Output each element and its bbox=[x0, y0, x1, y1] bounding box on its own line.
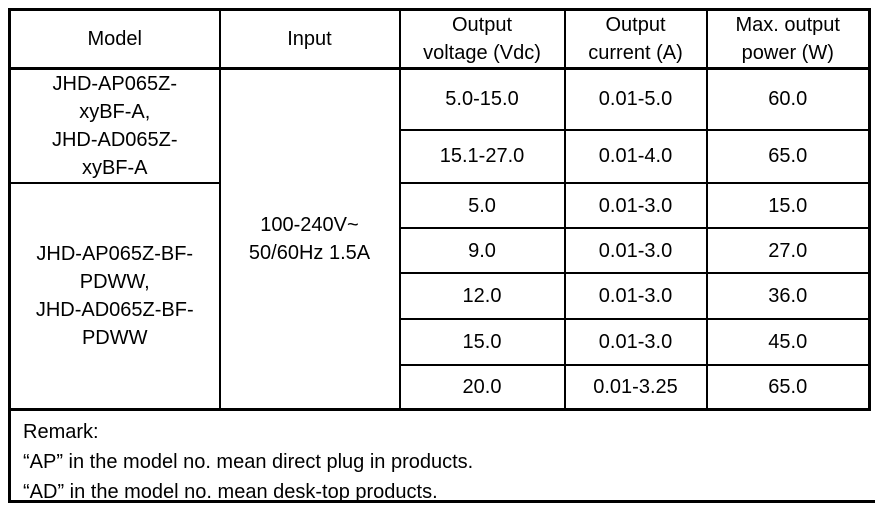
table-row: JHD-AP065Z- xyBF-A, JHD-AD065Z- xyBF-A 1… bbox=[8, 67, 871, 410]
cell-power-2: 65.0 bbox=[705, 128, 871, 185]
table-row: 12.0 0.01-3.0 36.0 bbox=[10, 272, 871, 320]
spec-table: Model Input Output voltage (Vdc) Output … bbox=[8, 8, 871, 411]
cell-power-4: 27.0 bbox=[705, 227, 871, 274]
col-header-model: Model bbox=[8, 8, 221, 70]
model-group-2: JHD-AP065Z-BF- PDWW, JHD-AD065Z-BF- PDWW bbox=[8, 182, 221, 410]
cell-voltage-4: 9.0 bbox=[398, 227, 566, 274]
cell-voltage-2: 15.1-27.0 bbox=[398, 128, 566, 185]
cell-voltage-6: 15.0 bbox=[398, 318, 566, 366]
header-row: Model Input Output voltage (Vdc) Output … bbox=[8, 8, 871, 70]
table-row: 15.0 0.01-3.0 45.0 bbox=[10, 318, 871, 366]
cell-power-3: 15.0 bbox=[705, 182, 871, 229]
cell-power-7: 65.0 bbox=[705, 364, 871, 410]
table-row: 9.0 0.01-3.0 27.0 bbox=[10, 227, 871, 274]
table-row: 20.0 0.01-3.25 65.0 bbox=[10, 364, 871, 410]
table-row: 15.1-27.0 0.01-4.0 65.0 bbox=[10, 128, 871, 185]
cell-current-4: 0.01-3.0 bbox=[563, 227, 708, 274]
cell-current-7: 0.01-3.25 bbox=[563, 364, 708, 410]
cell-current-1: 0.01-5.0 bbox=[563, 67, 708, 131]
cell-current-3: 0.01-3.0 bbox=[563, 182, 708, 229]
cell-voltage-1: 5.0-15.0 bbox=[398, 67, 566, 131]
cell-current-6: 0.01-3.0 bbox=[563, 318, 708, 366]
cell-current-5: 0.01-3.0 bbox=[563, 272, 708, 320]
cell-voltage-7: 20.0 bbox=[398, 364, 566, 410]
cell-voltage-3: 5.0 bbox=[398, 182, 566, 229]
cell-power-6: 45.0 bbox=[705, 318, 871, 366]
input-cell: 100-240V~ 50/60Hz 1.5A bbox=[218, 67, 401, 410]
remark-title: Remark: bbox=[23, 420, 99, 443]
col-header-voltage: Output voltage (Vdc) bbox=[398, 8, 566, 70]
cell-current-2: 0.01-4.0 bbox=[563, 128, 708, 185]
table-row: JHD-AP065Z-BF- PDWW, JHD-AD065Z-BF- PDWW… bbox=[8, 182, 871, 410]
cell-voltage-5: 12.0 bbox=[398, 272, 566, 320]
remark-line-2: “AD” in the model no. mean desk-top prod… bbox=[23, 480, 438, 503]
remark-section: Remark: “AP” in the model no. mean direc… bbox=[8, 410, 875, 503]
col-header-input: Input bbox=[218, 8, 401, 70]
col-header-current: Output current (A) bbox=[563, 8, 708, 70]
cell-power-5: 36.0 bbox=[705, 272, 871, 320]
model-group-1: JHD-AP065Z- xyBF-A, JHD-AD065Z- xyBF-A bbox=[8, 67, 221, 184]
remark-line-1: “AP” in the model no. mean direct plug i… bbox=[23, 450, 474, 473]
col-header-power: Max. output power (W) bbox=[705, 8, 871, 70]
spec-table-wrapper: Model Input Output voltage (Vdc) Output … bbox=[8, 8, 875, 503]
cell-power-1: 60.0 bbox=[705, 67, 871, 131]
